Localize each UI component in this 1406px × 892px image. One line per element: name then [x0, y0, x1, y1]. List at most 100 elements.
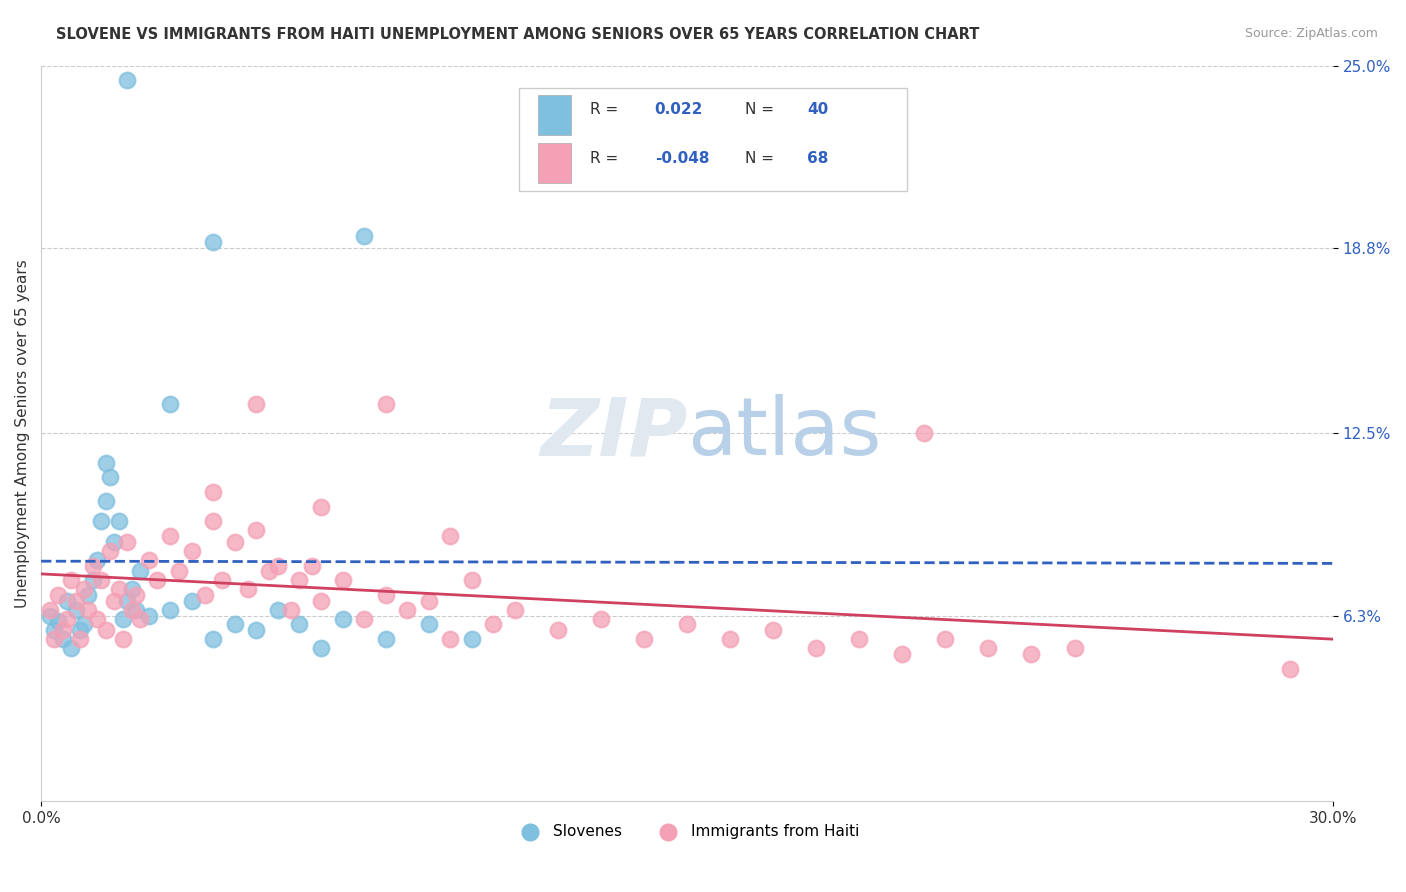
- Point: [439, 632, 461, 647]
- Point: [1021, 647, 1043, 661]
- Point: [56, 611, 79, 625]
- Point: [1063, 640, 1085, 655]
- Point: [115, 594, 138, 608]
- Point: [245, 624, 267, 638]
- Point: [77, 588, 100, 602]
- Point: [977, 640, 1000, 655]
- Point: [267, 558, 290, 573]
- Legend: Slovenes, Immigrants from Haiti: Slovenes, Immigrants from Haiti: [509, 817, 865, 845]
- Point: [129, 565, 152, 579]
- Point: [159, 529, 181, 543]
- Point: [42, 632, 65, 647]
- Point: [309, 594, 332, 608]
- Point: [60, 640, 83, 655]
- Point: [547, 624, 569, 638]
- Point: [236, 582, 259, 596]
- Point: [159, 397, 181, 411]
- Point: [202, 235, 225, 249]
- Point: [503, 603, 526, 617]
- Text: 40: 40: [807, 103, 828, 117]
- Point: [245, 524, 267, 538]
- Point: [46, 588, 69, 602]
- FancyBboxPatch shape: [519, 87, 907, 191]
- Point: [146, 574, 169, 588]
- Text: 68: 68: [807, 152, 828, 167]
- Point: [111, 632, 134, 647]
- Text: -0.048: -0.048: [655, 152, 709, 167]
- Point: [60, 574, 83, 588]
- Point: [82, 574, 104, 588]
- FancyBboxPatch shape: [538, 95, 571, 136]
- Point: [267, 603, 290, 617]
- Point: [38, 608, 60, 623]
- Point: [180, 544, 202, 558]
- Point: [891, 647, 914, 661]
- Point: [69, 624, 91, 638]
- Point: [309, 500, 332, 514]
- Point: [396, 603, 419, 617]
- Point: [56, 594, 79, 608]
- Point: [353, 611, 375, 625]
- Point: [111, 611, 134, 625]
- Point: [98, 470, 121, 484]
- Point: [912, 426, 935, 441]
- Point: [159, 603, 181, 617]
- Point: [633, 632, 655, 647]
- Point: [125, 588, 148, 602]
- Point: [288, 574, 311, 588]
- Point: [125, 603, 148, 617]
- Text: N =: N =: [745, 103, 779, 117]
- Point: [202, 485, 225, 500]
- Point: [65, 603, 87, 617]
- Point: [107, 515, 129, 529]
- Point: [482, 617, 505, 632]
- Y-axis label: Unemployment Among Seniors over 65 years: Unemployment Among Seniors over 65 years: [15, 259, 30, 607]
- Point: [90, 515, 112, 529]
- Point: [202, 632, 225, 647]
- Point: [86, 611, 108, 625]
- Point: [42, 624, 65, 638]
- Point: [1278, 661, 1301, 675]
- Text: N =: N =: [745, 152, 779, 167]
- Point: [69, 632, 91, 647]
- Point: [77, 603, 100, 617]
- Point: [374, 397, 396, 411]
- Point: [138, 552, 160, 566]
- Point: [138, 608, 160, 623]
- Point: [460, 574, 482, 588]
- Point: [65, 594, 87, 608]
- Point: [762, 624, 785, 638]
- Point: [52, 624, 75, 638]
- Point: [374, 632, 396, 647]
- Point: [86, 552, 108, 566]
- Point: [288, 617, 311, 632]
- Point: [418, 617, 440, 632]
- Point: [224, 535, 246, 549]
- Point: [73, 617, 96, 632]
- Point: [280, 603, 302, 617]
- Text: Source: ZipAtlas.com: Source: ZipAtlas.com: [1244, 27, 1378, 40]
- Point: [90, 574, 112, 588]
- Point: [94, 456, 117, 470]
- Point: [103, 535, 125, 549]
- Point: [115, 73, 138, 87]
- Point: [301, 558, 323, 573]
- Point: [103, 594, 125, 608]
- Point: [98, 544, 121, 558]
- Point: [589, 611, 612, 625]
- Point: [82, 558, 104, 573]
- Point: [332, 611, 354, 625]
- Text: atlas: atlas: [688, 394, 882, 472]
- Point: [439, 529, 461, 543]
- FancyBboxPatch shape: [538, 143, 571, 183]
- Point: [115, 535, 138, 549]
- Point: [129, 611, 152, 625]
- Point: [202, 515, 225, 529]
- Text: 0.022: 0.022: [655, 103, 703, 117]
- Point: [121, 582, 143, 596]
- Point: [460, 632, 482, 647]
- Point: [332, 574, 354, 588]
- Point: [374, 588, 396, 602]
- Point: [52, 632, 75, 647]
- Point: [848, 632, 870, 647]
